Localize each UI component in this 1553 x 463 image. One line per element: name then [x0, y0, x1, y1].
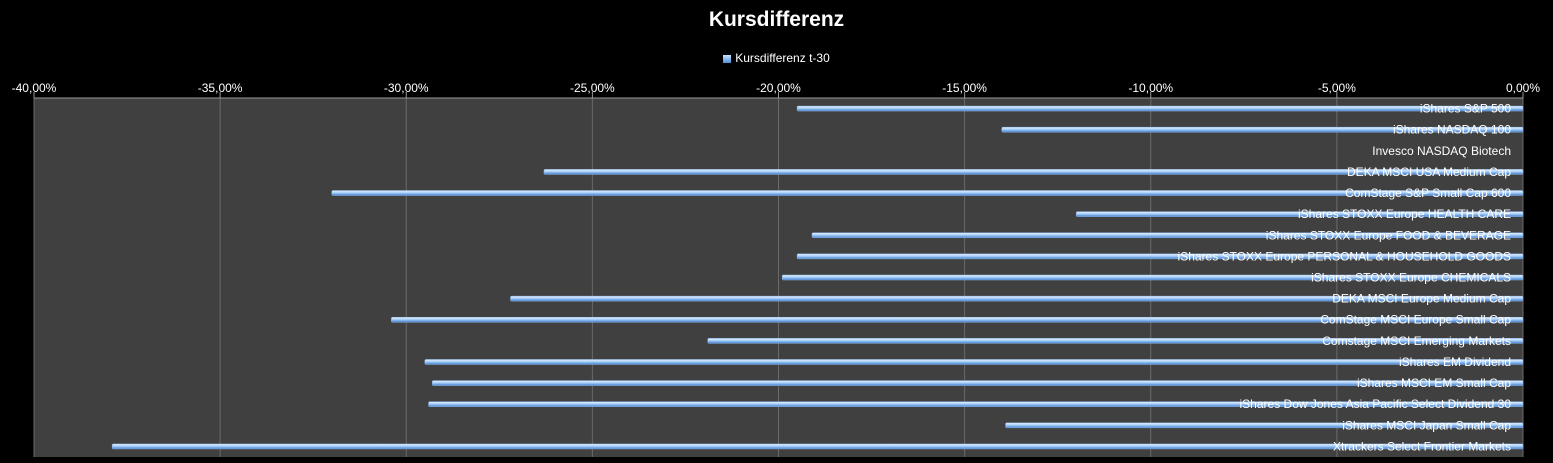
category-label: Comstage MSCI Emerging Markets — [1322, 334, 1511, 348]
bar — [510, 295, 1524, 302]
bar — [111, 443, 1524, 450]
bar — [1001, 126, 1524, 133]
legend-label: Kursdifferenz t-30 — [735, 51, 830, 65]
x-tick-label: -40,00% — [12, 81, 57, 95]
bar — [428, 401, 1524, 407]
bar — [424, 359, 1524, 365]
bar — [796, 253, 1524, 260]
bar — [707, 338, 1524, 344]
category-label: Xtrackers Select Frontier Markets — [1333, 439, 1511, 453]
bar — [543, 169, 1524, 175]
category-label: iShares STOXX Europe CHEMICALS — [1311, 271, 1511, 285]
x-tick-label: -25,00% — [570, 81, 615, 95]
bar — [331, 190, 1524, 196]
category-label: iShares MSCI EM Small Cap — [1357, 376, 1511, 390]
legend: Kursdifferenz t-30 — [0, 51, 1553, 65]
x-tick-label: -10,00% — [1128, 81, 1173, 95]
category-label: iShares NASDAQ 100 — [1393, 123, 1511, 137]
bar — [432, 380, 1524, 386]
category-label: DEKA MSCI USA Medium Cap — [1347, 165, 1511, 179]
bar — [781, 274, 1524, 281]
category-label: iShares STOXX Europe FOOD & BEVERAGE — [1266, 228, 1511, 242]
x-tick-label: 0,00% — [1506, 81, 1540, 95]
category-label: iShares Dow Jones Asia Pacific Select Di… — [1240, 397, 1512, 411]
bar — [811, 232, 1524, 239]
category-label: iShares STOXX Europe PERSONAL & HOUSEHOL… — [1178, 249, 1511, 263]
legend-swatch — [723, 54, 732, 63]
category-label: DEKA MSCI Europe Medium Cap — [1332, 292, 1511, 306]
category-label: iShares EM Dividend — [1399, 355, 1511, 369]
category-label: iShares STOXX Europe HEALTH CARE — [1298, 207, 1511, 221]
category-label: iShares S&P 500 — [1420, 102, 1511, 116]
x-tick-label: -15,00% — [942, 81, 987, 95]
bar — [391, 316, 1524, 323]
category-label: iShares MSCI Japan Small Cap — [1342, 418, 1511, 432]
chart-title: Kursdifferenz — [708, 8, 845, 31]
category-label: Invesco NASDAQ Biotech — [1372, 144, 1511, 158]
x-tick-label: -20,00% — [756, 81, 801, 95]
x-tick-label: -30,00% — [384, 81, 429, 95]
bar — [796, 105, 1524, 112]
x-tick-label: -5,00% — [1318, 81, 1356, 95]
bar — [1005, 422, 1524, 429]
category-label: ComStage S&P Small Cap 600 — [1345, 186, 1511, 200]
category-label: ComStage MSCI Europe Small Cap — [1320, 313, 1511, 327]
bar — [1076, 211, 1524, 217]
x-tick-label: -35,00% — [198, 81, 243, 95]
